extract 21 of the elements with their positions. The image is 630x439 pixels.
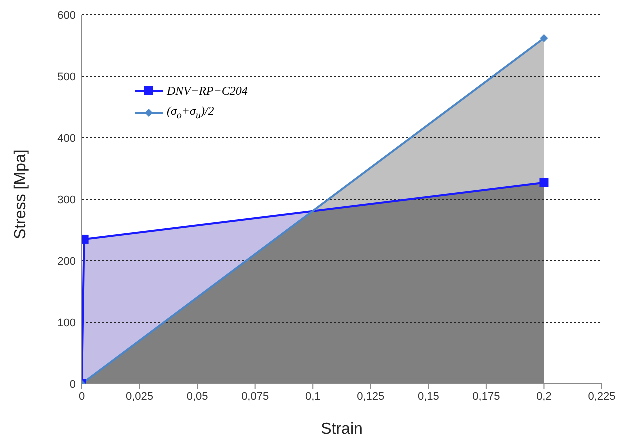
x-axis-title: Strain <box>321 421 363 438</box>
x-tick-label: 0,225 <box>588 391 616 403</box>
y-tick-label: 100 <box>58 318 76 330</box>
y-tick-label: 0 <box>70 379 76 391</box>
y-axis-title: Stress [Mpa] <box>12 150 30 240</box>
x-tick-label: 0 <box>78 391 86 403</box>
x-tick-label: 0,075 <box>242 391 270 403</box>
legend-label: DNV−RP−C204 <box>167 84 248 98</box>
y-tick-label: 500 <box>58 72 76 84</box>
x-tick-label: 0,175 <box>472 391 500 403</box>
x-tick-label: 0,125 <box>357 391 385 403</box>
y-tick-label: 300 <box>58 194 76 206</box>
x-tick-label: 0,025 <box>126 391 154 403</box>
y-tick-label: 600 <box>58 10 76 22</box>
x-tick-label: 0,15 <box>418 391 440 403</box>
x-tick-label: 0,2 <box>536 391 552 403</box>
x-tick-label: 0,1 <box>305 391 321 403</box>
legend-label: (σ$_{o}$+σ$_{u}$)/2 <box>167 104 214 122</box>
x-tick-label: 0,05 <box>186 391 208 403</box>
y-tick-label: 200 <box>58 256 76 268</box>
y-tick-label: 400 <box>58 133 76 145</box>
